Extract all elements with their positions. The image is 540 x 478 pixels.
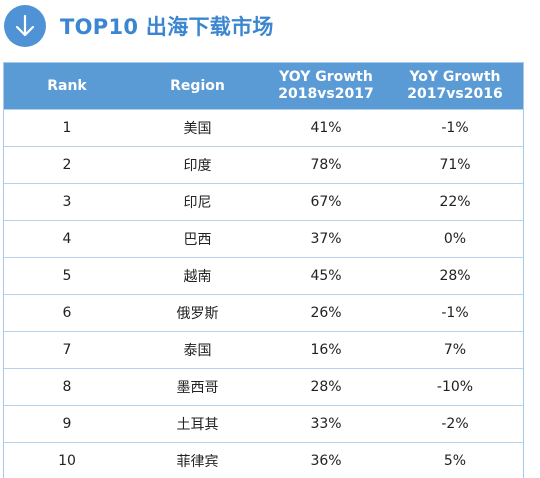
table-row: 6 俄罗斯 26% -1% [4,294,523,331]
table-row: 8 墨西哥 28% -10% [4,368,523,405]
column-header-yoy-2018: YOY Growth 2018vs2017 [265,63,387,109]
column-header-label: YOY Growth [279,69,373,85]
cell-yoy-2017: 22% [439,194,471,210]
cell-rank: 1 [62,120,72,136]
cell-yoy-2018: 78% [310,157,342,173]
cell-yoy-2018: 41% [310,120,342,136]
cell-yoy-2018: 37% [310,231,342,247]
cell-region: 土耳其 [176,417,219,433]
table-row: 2 印度 78% 71% [4,146,523,183]
cell-region: 美国 [183,121,212,137]
cell-region: 巴西 [183,232,212,248]
cell-region: 越南 [183,269,212,285]
arrow-down-icon [4,5,46,47]
table-row: 4 巴西 37% 0% [4,220,523,257]
table-row: 5 越南 45% 28% [4,257,523,294]
cell-yoy-2018: 28% [310,379,342,395]
cell-yoy-2018: 33% [310,416,342,432]
table-row: 10 菲律宾 36% 5% [4,442,523,478]
cell-rank: 7 [62,342,72,358]
table-row: 7 泰国 16% 7% [4,331,523,368]
column-header-sublabel: 2017vs2016 [407,86,503,102]
cell-yoy-2017: -10% [436,379,474,395]
column-header-yoy-2017: YoY Growth 2017vs2016 [387,63,523,109]
cell-rank: 6 [62,305,72,321]
ranking-table: Rank Region YOY Growth 2018vs2017 YoY Gr… [3,62,524,478]
column-header-sublabel: 2018vs2017 [278,86,374,102]
cell-rank: 3 [62,194,72,210]
column-header-label: YoY Growth [409,69,501,85]
cell-yoy-2017: -1% [441,120,469,136]
cell-yoy-2017: 28% [439,268,471,284]
section-header: TOP10 出海下载市场 [4,4,274,48]
cell-region: 菲律宾 [176,454,219,470]
cell-rank: 8 [62,379,72,395]
table-row: 9 土耳其 33% -2% [4,405,523,442]
cell-rank: 4 [62,231,72,247]
table-row: 1 美国 41% -1% [4,109,523,146]
page-title: TOP10 出海下载市场 [60,15,274,39]
cell-yoy-2018: 36% [310,453,342,469]
cell-yoy-2017: 5% [443,453,467,469]
cell-yoy-2017: 7% [443,342,467,358]
cell-yoy-2017: -1% [441,305,469,321]
table-header: Rank Region YOY Growth 2018vs2017 YoY Gr… [4,63,523,109]
cell-yoy-2017: 71% [439,157,471,173]
cell-rank: 10 [58,453,76,469]
cell-yoy-2018: 16% [310,342,342,358]
column-header-rank: Rank [4,63,130,109]
cell-yoy-2017: 0% [443,231,467,247]
column-header-label: Region [170,77,225,94]
cell-region: 泰国 [183,343,212,359]
cell-region: 印尼 [183,195,212,211]
column-header-label: Rank [47,77,87,94]
cell-rank: 5 [62,268,72,284]
cell-region: 墨西哥 [176,380,219,396]
cell-yoy-2017: -2% [441,416,469,432]
column-header-region: Region [130,63,265,109]
cell-rank: 2 [62,157,72,173]
cell-yoy-2018: 26% [310,305,342,321]
cell-region: 印度 [183,158,212,174]
cell-yoy-2018: 67% [310,194,342,210]
cell-rank: 9 [62,416,72,432]
cell-yoy-2018: 45% [310,268,342,284]
cell-region: 俄罗斯 [176,306,219,322]
table-row: 3 印尼 67% 22% [4,183,523,220]
table-body: 1 美国 41% -1% 2 印度 78% 71% 3 印尼 67% 22% 4 巴西 37% 0% 5 越南 45… [4,109,523,478]
